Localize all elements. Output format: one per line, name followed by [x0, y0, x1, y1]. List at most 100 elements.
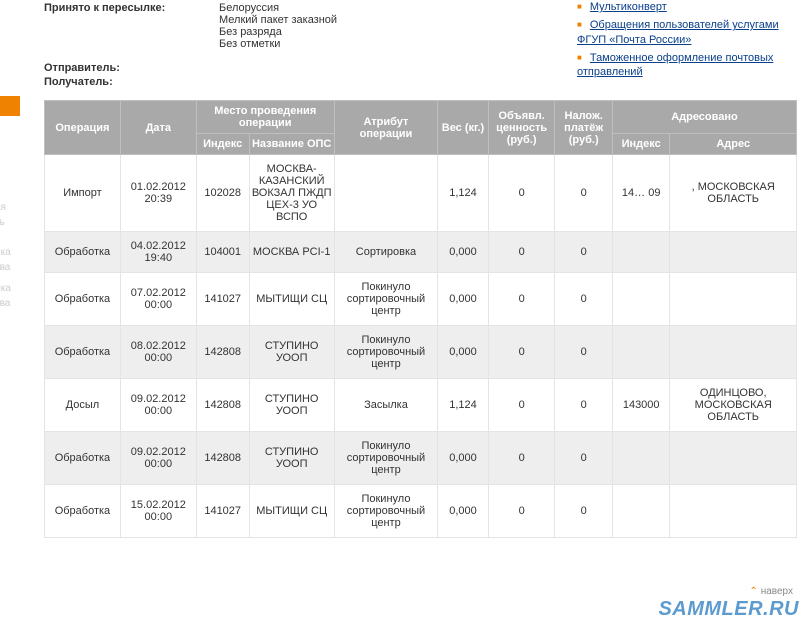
sidebar-link[interactable]: Таможенное оформление почтовых отправлен…	[577, 51, 797, 80]
cell-op: Досыл	[45, 379, 121, 432]
cell-val: 0	[488, 232, 555, 273]
cell-op: Обработка	[45, 485, 121, 538]
cell-idx2: 14… 09	[612, 155, 669, 232]
table-row: Обработка09.02.2012 00:00142808СТУПИНО У…	[45, 432, 797, 485]
sender-label: Отправитель:	[44, 62, 219, 74]
cell-cod: 0	[555, 273, 612, 326]
th-index2: Индекс	[612, 134, 669, 155]
th-addressed: Адресовано	[612, 101, 796, 134]
th-index1: Индекс	[196, 134, 249, 155]
sidebar-link[interactable]: Обращения пользователей услугами ФГУП «П…	[577, 18, 797, 47]
cell-wt: 0,000	[438, 326, 489, 379]
cell-date: 01.02.2012 20:39	[120, 155, 196, 232]
table-row: Досыл09.02.2012 00:00142808СТУПИНО УООПЗ…	[45, 379, 797, 432]
tracking-table-wrap: Операция Дата Место проведения операции …	[44, 100, 797, 538]
cell-idx1: 142808	[196, 432, 249, 485]
cell-idx2	[612, 326, 669, 379]
cell-idx1: 142808	[196, 379, 249, 432]
cell-idx2	[612, 432, 669, 485]
th-operation: Операция	[45, 101, 121, 155]
cell-val: 0	[488, 485, 555, 538]
cell-wt: 0,000	[438, 232, 489, 273]
cell-idx2: 143000	[612, 379, 669, 432]
arrow-up-icon: ⌃	[749, 586, 757, 597]
cell-val: 0	[488, 379, 555, 432]
cell-ops: МЫТИЩИ СЦ	[249, 485, 334, 538]
cell-ops: МОСКВА-КАЗАНСКИЙ ВОКЗАЛ ПЖДП ЦЕХ-3 УО ВС…	[249, 155, 334, 232]
cell-attr: Покинуло сортировочный центр	[334, 485, 437, 538]
cell-cod: 0	[555, 485, 612, 538]
th-ops-name: Название ОПС	[249, 134, 334, 155]
watermark: SAMMLER.RU	[658, 598, 799, 621]
cell-attr: Сортировка	[334, 232, 437, 273]
cell-attr	[334, 155, 437, 232]
cell-wt: 0,000	[438, 273, 489, 326]
cell-cod: 0	[555, 326, 612, 379]
cell-date: 09.02.2012 00:00	[120, 432, 196, 485]
cell-attr: Покинуло сортировочный центр	[334, 326, 437, 379]
cell-ops: МЫТИЩИ СЦ	[249, 273, 334, 326]
cell-wt: 0,000	[438, 432, 489, 485]
th-place: Место проведения операции	[196, 101, 334, 134]
cell-val: 0	[488, 432, 555, 485]
cell-wt: 0,000	[438, 485, 489, 538]
cell-attr: Покинуло сортировочный центр	[334, 273, 437, 326]
cell-attr: Засылка	[334, 379, 437, 432]
th-weight: Вес (кг.)	[438, 101, 489, 155]
cell-ops: СТУПИНО УООП	[249, 432, 334, 485]
cell-addr: , МОСКОВСКАЯ ОБЛАСТЬ	[670, 155, 797, 232]
cell-addr	[670, 485, 797, 538]
cell-op: Обработка	[45, 232, 121, 273]
orange-accent	[0, 96, 20, 116]
receiver-label: Получатель:	[44, 76, 219, 88]
cell-date: 09.02.2012 00:00	[120, 379, 196, 432]
right-links: Мультиконверт Обращения пользователей ус…	[577, 0, 797, 90]
cell-date: 15.02.2012 00:00	[120, 485, 196, 538]
table-row: Обработка15.02.2012 00:00141027МЫТИЩИ СЦ…	[45, 485, 797, 538]
cell-op: Обработка	[45, 432, 121, 485]
th-addr: Адрес	[670, 134, 797, 155]
accepted-label: Принято к пересылке:	[44, 2, 219, 50]
cell-ops: МОСКВА PCI-1	[249, 232, 334, 273]
cell-op: Обработка	[45, 326, 121, 379]
th-attr: Атрибут операции	[334, 101, 437, 155]
scroll-top-link[interactable]: ⌃наверх	[749, 586, 793, 597]
faded-sidebar-text: ая ть - йка тва лка тва	[0, 200, 11, 311]
th-date: Дата	[120, 101, 196, 155]
table-row: Импорт01.02.2012 20:39102028МОСКВА-КАЗАН…	[45, 155, 797, 232]
cell-op: Импорт	[45, 155, 121, 232]
table-row: Обработка08.02.2012 00:00142808СТУПИНО У…	[45, 326, 797, 379]
sidebar-link[interactable]: Мультиконверт	[577, 0, 797, 14]
th-decl-value: Объявл. ценность (руб.)	[488, 101, 555, 155]
shipping-info: Принято к пересылке: Белоруссия Мелкий п…	[44, 0, 577, 90]
cell-addr	[670, 326, 797, 379]
cell-idx1: 141027	[196, 485, 249, 538]
cell-addr	[670, 432, 797, 485]
table-row: Обработка07.02.2012 00:00141027МЫТИЩИ СЦ…	[45, 273, 797, 326]
cell-idx2	[612, 232, 669, 273]
cell-wt: 1,124	[438, 379, 489, 432]
cell-idx1: 104001	[196, 232, 249, 273]
cell-date: 08.02.2012 00:00	[120, 326, 196, 379]
cell-val: 0	[488, 326, 555, 379]
cell-ops: СТУПИНО УООП	[249, 379, 334, 432]
table-row: Обработка04.02.2012 19:40104001МОСКВА PC…	[45, 232, 797, 273]
cell-idx2	[612, 273, 669, 326]
tracking-table: Операция Дата Место проведения операции …	[44, 100, 797, 538]
cell-date: 04.02.2012 19:40	[120, 232, 196, 273]
accepted-values: Белоруссия Мелкий пакет заказной Без раз…	[219, 2, 337, 50]
cell-cod: 0	[555, 155, 612, 232]
cell-idx1: 141027	[196, 273, 249, 326]
cell-ops: СТУПИНО УООП	[249, 326, 334, 379]
cell-op: Обработка	[45, 273, 121, 326]
cell-addr	[670, 273, 797, 326]
cell-cod: 0	[555, 432, 612, 485]
cell-idx2	[612, 485, 669, 538]
cell-cod: 0	[555, 379, 612, 432]
cell-date: 07.02.2012 00:00	[120, 273, 196, 326]
cell-idx1: 102028	[196, 155, 249, 232]
cell-val: 0	[488, 155, 555, 232]
left-gutter: ая ть - йка тва лка тва	[0, 0, 30, 538]
th-cod: Налож. платёж (руб.)	[555, 101, 612, 155]
cell-wt: 1,124	[438, 155, 489, 232]
